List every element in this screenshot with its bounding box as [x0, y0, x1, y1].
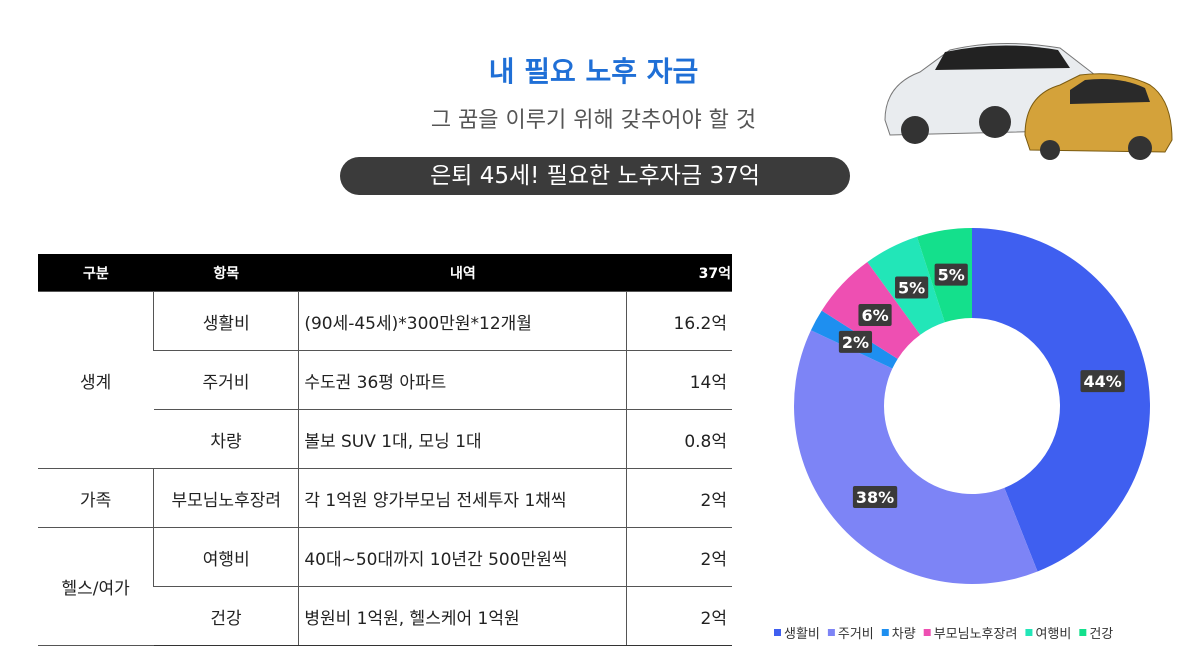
value-label: 44% — [1083, 372, 1121, 391]
donut-slice — [794, 330, 1038, 584]
table-cell: 16.2억 — [626, 291, 732, 351]
table-cell: 2억 — [626, 468, 732, 528]
group-cell: 헬스/여가 — [38, 527, 154, 646]
table-cell: 14억 — [626, 350, 732, 410]
value-label-bg — [895, 276, 929, 299]
value-label-bg — [838, 330, 873, 353]
value-label: 5% — [938, 266, 965, 285]
value-label-bg — [934, 263, 968, 286]
value-label: 5% — [898, 278, 925, 297]
value-label-bg — [852, 486, 898, 509]
donut-slice — [972, 228, 1150, 572]
table-cell: 병원비 1억원, 헬스케어 1억원 — [298, 586, 627, 646]
legend-label: 차량 — [892, 627, 916, 642]
table-row: 차량 볼보 SUV 1대, 모닝 1대 0.8억 — [38, 409, 732, 469]
value-label-bg — [1080, 370, 1125, 393]
table-cell: 40대~50대까지 10년간 500만원씩 — [298, 527, 627, 587]
legend-swatch — [1025, 629, 1033, 636]
table-cell: 수도권 36평 아파트 — [298, 350, 627, 410]
legend-swatch — [923, 629, 931, 636]
table-row: 건강 병원비 1억원, 헬스케어 1억원 2억 — [38, 586, 732, 646]
table-cell: 생활비 — [153, 291, 299, 351]
value-label: 2% — [842, 333, 869, 352]
table-cell: 각 1억원 양가부모님 전세투자 1채씩 — [298, 468, 627, 528]
table-cell: (90세-45세)*300만원*12개월 — [298, 291, 627, 351]
column-header: 37억 — [626, 254, 732, 292]
group-cell: 가족 — [38, 468, 154, 528]
table-row: 주거비 수도권 36평 아파트 14억 — [38, 350, 732, 410]
legend-swatch — [774, 629, 781, 636]
column-header: 항목 — [153, 254, 299, 292]
subtitle: 그 꿈을 이루기 위해 갖추어야 할 것 — [430, 108, 757, 133]
banner: 은퇴 45세! 필요한 노후자금 37억 — [340, 157, 850, 195]
value-label: 38% — [856, 488, 894, 507]
group-cell: 생계 — [38, 291, 154, 469]
table-cell: 0.8억 — [626, 409, 732, 469]
legend-label: 주거비 — [838, 627, 874, 642]
legend-label: 여행비 — [1035, 626, 1071, 642]
legend-label: 건강 — [1089, 627, 1113, 642]
table-row: 헬스/여가 여행비 40대~50대까지 10년간 500만원씩 2억 — [38, 527, 732, 646]
legend-swatch — [881, 629, 889, 636]
table-cell: 2억 — [626, 527, 732, 587]
legend-swatch — [1079, 629, 1087, 636]
legend-label: 생활비 — [784, 627, 820, 642]
table-cell: 주거비 — [153, 350, 299, 410]
column-header: 구분 — [38, 254, 154, 292]
table-cell: 볼보 SUV 1대, 모닝 1대 — [298, 409, 627, 469]
table-cell: 건강 — [153, 586, 299, 646]
legend-label: 부모님노후장려 — [934, 627, 1018, 642]
table-row: 생계 생활비 (90세-45세)*300만원*12개월 16.2억 — [38, 291, 732, 469]
legend-swatch — [827, 629, 835, 636]
table-cell: 여행비 — [153, 527, 299, 587]
budget-table: 구분 항목 내역 37억 생계 생활비 (90세-45세)*300만원*12개월 16.2억 주… — [38, 254, 732, 646]
table-cell: 2억 — [626, 586, 732, 646]
table-cell: 부모님노후장려 — [153, 468, 299, 528]
title: 내 필요 노후 자금 — [488, 55, 699, 88]
table-row: 가족 부모님노후장려 각 1억원 양가부모님 전세투자 1채씩 2억 — [38, 468, 732, 528]
column-header: 내역 — [298, 254, 627, 292]
value-label-bg — [858, 303, 892, 326]
value-label: 6% — [861, 306, 888, 325]
car-illustration — [884, 42, 1173, 160]
